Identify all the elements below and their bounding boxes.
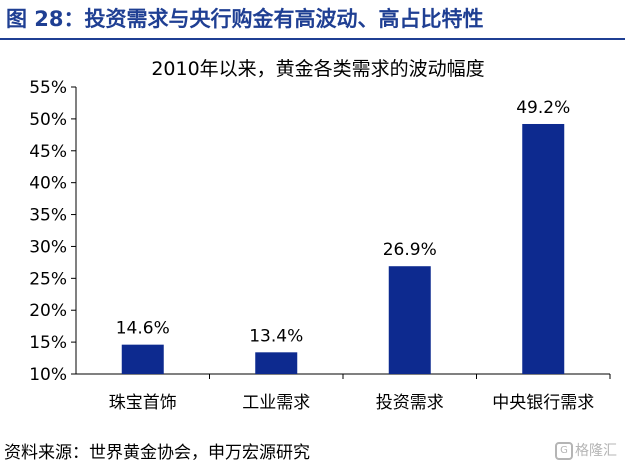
y-tick-label: 20%: [29, 301, 67, 321]
y-tick-label: 15%: [29, 333, 67, 353]
y-tick-label: 45%: [29, 142, 67, 162]
bar-3: [388, 266, 431, 374]
bar-value-label: 49.2%: [516, 98, 570, 118]
x-tick-label: 中央银行需求: [492, 393, 594, 413]
y-tick-label: 55%: [29, 78, 67, 98]
watermark: G 格隆汇: [555, 440, 617, 460]
bar-value-label: 14.6%: [116, 319, 170, 339]
y-tick-label: 10%: [29, 365, 67, 385]
bar-2: [255, 352, 298, 374]
y-tick-label: 40%: [29, 174, 67, 194]
bar-4: [522, 123, 565, 374]
x-tick-label: 工业需求: [242, 393, 310, 413]
y-tick-label: 50%: [29, 110, 67, 130]
bar-value-label: 13.4%: [249, 326, 303, 346]
x-tick-label: 珠宝首饰: [109, 393, 177, 413]
figure-title: 图 28：投资需求与央行购金有高波动、高占比特性: [6, 7, 484, 31]
y-tick-label: 35%: [29, 206, 67, 226]
x-tick-label: 投资需求: [376, 393, 444, 413]
chart-title: 2010年以来，黄金各类需求的波动幅度: [151, 58, 484, 80]
chart-bars: [121, 123, 565, 374]
watermark-logo-icon: G: [555, 442, 573, 460]
source-note: 资料来源：世界黄金协会，申万宏源研究: [4, 443, 310, 463]
y-tick-label: 25%: [29, 269, 67, 289]
chart-labels: 14.6% 珠宝首饰 13.4% 工业需求 26.9% 投资需求 49.2% 中央银行需求: [109, 98, 595, 413]
bar-1: [121, 344, 164, 374]
chart-axes: 10% 15% 20% 25% 30% 35% 40% 45% 50% 55%: [29, 78, 611, 385]
watermark-text: 格隆汇: [575, 443, 617, 459]
bar-value-label: 26.9%: [383, 240, 437, 260]
y-tick-label: 30%: [29, 237, 67, 257]
title-divider: [0, 38, 625, 40]
